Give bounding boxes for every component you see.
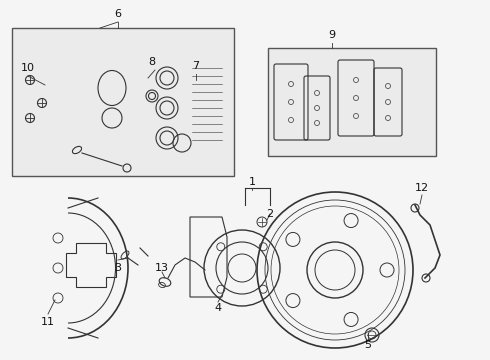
Bar xyxy=(12,28,234,176)
Text: 13: 13 xyxy=(155,263,169,273)
Text: 4: 4 xyxy=(215,303,221,313)
Text: 6: 6 xyxy=(115,9,122,19)
Text: 12: 12 xyxy=(415,183,429,193)
Text: 5: 5 xyxy=(365,340,371,350)
Text: 2: 2 xyxy=(267,209,273,219)
Text: 7: 7 xyxy=(193,61,199,71)
Text: 3: 3 xyxy=(115,263,122,273)
Text: 8: 8 xyxy=(148,57,155,67)
Bar xyxy=(268,48,436,156)
Text: 11: 11 xyxy=(41,317,55,327)
Text: 1: 1 xyxy=(248,177,255,187)
Text: 10: 10 xyxy=(21,63,35,73)
Text: 9: 9 xyxy=(328,30,336,40)
